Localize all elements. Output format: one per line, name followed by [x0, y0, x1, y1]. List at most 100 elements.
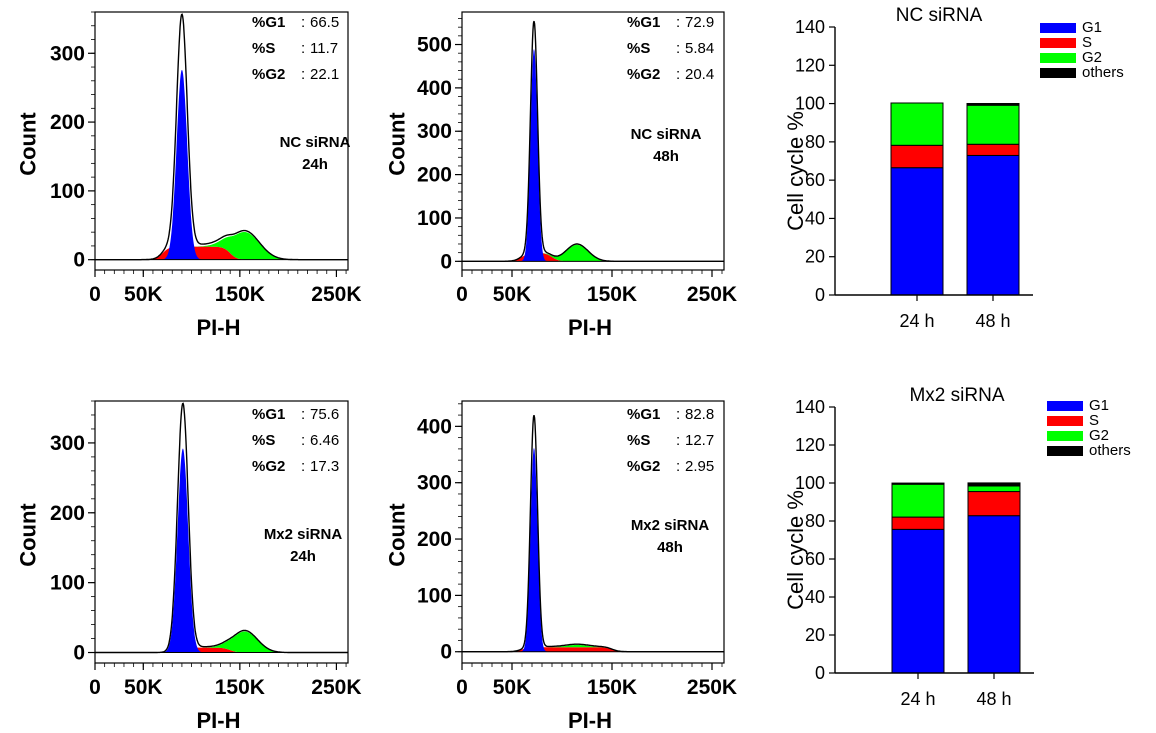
y-tick-label: 300	[50, 432, 85, 455]
y-tick-label: 100	[50, 572, 85, 595]
bar-segment-g1	[890, 167, 944, 296]
y-tick-label: 60	[805, 549, 825, 569]
x-tick-label: 150K	[215, 283, 265, 306]
bar-segment-g2	[967, 485, 1021, 493]
x-tick-label: 50K	[124, 283, 163, 306]
stat-separator: :	[301, 14, 305, 31]
x-tick-label: 250K	[311, 283, 361, 306]
legend-swatch-g1	[1040, 23, 1076, 33]
legend-label: G1	[1089, 397, 1109, 414]
x-axis-label: PI-H	[197, 708, 241, 733]
x-category-label: 24 h	[900, 689, 935, 709]
stat-value: 11.7	[310, 40, 338, 57]
stat-value: 12.7	[685, 432, 714, 449]
x-tick-label: 250K	[311, 676, 361, 699]
legend-swatch-g2	[1047, 431, 1083, 441]
stat-value: 75.6	[310, 406, 339, 423]
stat-separator: :	[676, 432, 680, 449]
legend-label: others	[1089, 442, 1131, 459]
stat-label: %G1	[252, 14, 285, 31]
y-axis-label: Cell cycle %	[783, 490, 808, 610]
x-axis-label: PI-H	[568, 708, 612, 733]
y-tick-label: 300	[50, 42, 85, 65]
stacked-bar-panel-bar-mx2: 24 h 48 h 0 20 40 60 80 100 120 140 Cell cycle % Mx…	[783, 385, 1131, 709]
y-tick-label: 200	[417, 528, 452, 551]
bar-segment-g2	[890, 102, 944, 146]
stat-label: %S	[252, 432, 275, 449]
y-tick-label: 200	[50, 502, 85, 525]
legend-label: S	[1082, 34, 1092, 51]
legend-swatch-s	[1047, 416, 1083, 426]
stat-value: 2.95	[685, 458, 714, 475]
stat-separator: :	[301, 40, 305, 57]
bar-segment-g2	[966, 104, 1020, 145]
chart-title: Mx2 siRNA	[909, 385, 1004, 406]
y-tick-label: 20	[805, 625, 825, 645]
stat-separator: :	[676, 66, 680, 83]
s-phase-area	[95, 647, 348, 653]
x-tick-label: 50K	[493, 676, 532, 699]
y-tick-label: 20	[805, 247, 825, 267]
stat-separator: :	[301, 406, 305, 423]
y-tick-label: 0	[73, 249, 85, 272]
stat-label: %S	[627, 432, 650, 449]
x-tick-label: 150K	[587, 283, 637, 306]
histogram-frame	[94, 400, 349, 664]
stat-label: %G2	[252, 458, 285, 475]
y-tick-label: 400	[417, 415, 452, 438]
y-tick-label: 400	[417, 77, 452, 100]
y-tick-label: 80	[805, 132, 825, 152]
legend-label: G2	[1082, 49, 1102, 66]
legend-label: G1	[1082, 19, 1102, 36]
legend-swatch-g2	[1040, 53, 1076, 63]
sample-label-line: 48h	[653, 148, 679, 165]
y-axis-label: Count	[385, 112, 410, 176]
y-tick-label: 100	[795, 473, 825, 493]
bar-segment-g1	[966, 154, 1020, 296]
sample-label-line: 24h	[290, 548, 316, 565]
y-axis-label: Count	[16, 503, 41, 567]
legend-label: others	[1082, 64, 1124, 81]
histogram-frame	[461, 11, 725, 271]
x-tick-label: 0	[456, 676, 468, 699]
y-tick-label: 100	[417, 207, 452, 230]
stat-label: %G2	[627, 458, 660, 475]
stat-separator: :	[676, 40, 680, 57]
stacked-bar-panel-bar-nc: 24 h 48 h 0 20 40 60 80 100 120 140 Cell cycle % NC…	[783, 5, 1124, 331]
stat-value: 6.46	[310, 432, 339, 449]
bar-segment-s	[890, 144, 944, 169]
x-axis-label: PI-H	[568, 315, 612, 340]
x-axis-label: PI-H	[197, 315, 241, 340]
stat-label: %G2	[627, 66, 660, 83]
y-tick-label: 100	[795, 94, 825, 114]
y-tick-label: 120	[795, 435, 825, 455]
y-tick-label: 100	[417, 584, 452, 607]
y-axis-label: Cell cycle %	[783, 111, 808, 231]
x-category-label: 48 h	[976, 689, 1011, 709]
y-tick-label: 140	[795, 17, 825, 37]
x-tick-label: 150K	[215, 676, 265, 699]
stat-value: 82.8	[685, 406, 714, 423]
x-tick-label: 0	[456, 283, 468, 306]
s-phase-area	[95, 246, 348, 260]
y-tick-label: 0	[815, 663, 825, 683]
bar-segment-s	[891, 516, 945, 530]
y-tick-label: 120	[795, 55, 825, 75]
stat-separator: :	[676, 406, 680, 423]
y-tick-label: 500	[417, 34, 452, 57]
stat-value: 5.84	[685, 40, 714, 57]
g2-phase-area	[462, 244, 724, 262]
legend-swatch-others	[1040, 68, 1076, 78]
y-tick-label: 200	[50, 111, 85, 134]
bar-segment-g1	[891, 528, 945, 674]
legend-label: S	[1089, 412, 1099, 429]
y-tick-label: 0	[815, 285, 825, 305]
stat-label: %G1	[627, 14, 660, 31]
stat-value: 66.5	[310, 14, 339, 31]
bar-segment-others	[966, 102, 1020, 106]
stat-separator: :	[301, 432, 305, 449]
stat-separator: :	[676, 14, 680, 31]
x-tick-label: 150K	[587, 676, 637, 699]
